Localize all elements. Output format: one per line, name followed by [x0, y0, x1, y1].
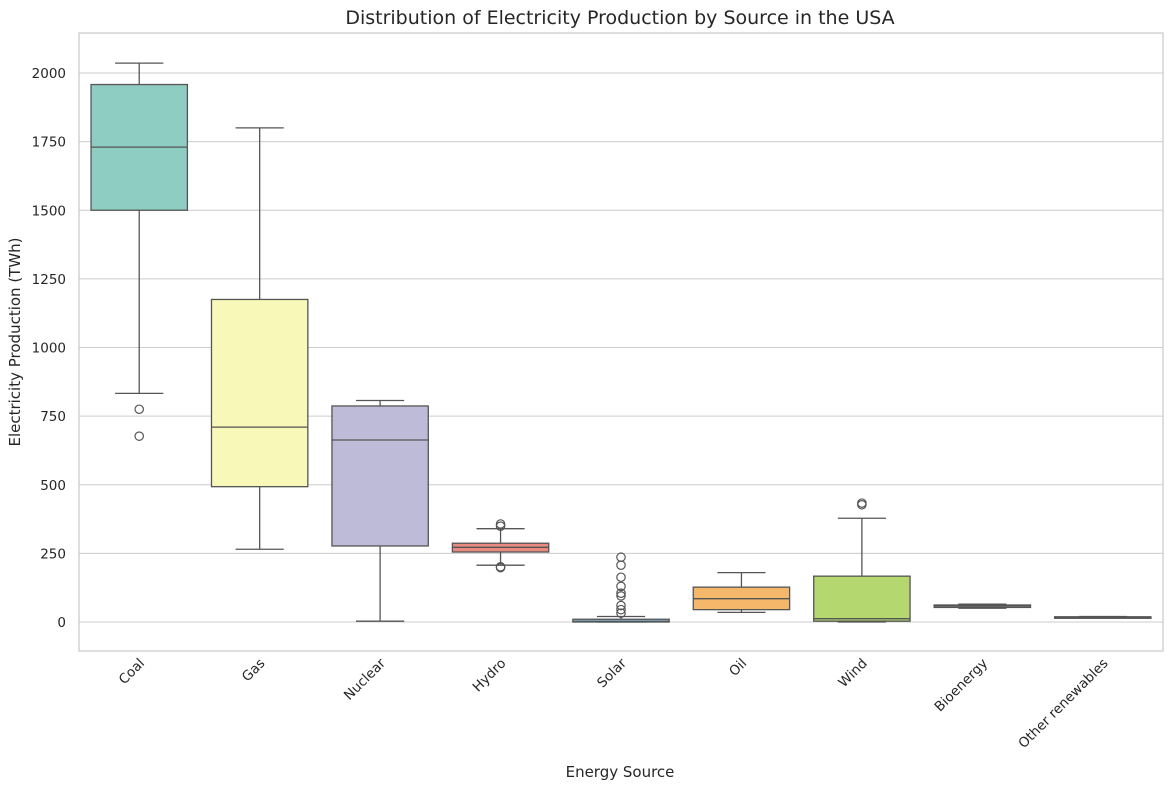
x-tick-label: Hydro — [470, 656, 510, 696]
x-tick-labels: Coal Gas Nuclear Hydro Solar Oil Wind Bioenergy… — [116, 655, 1112, 752]
plot-frame — [78, 32, 1164, 652]
x-tick-label: Coal — [116, 656, 148, 688]
box-other-renewables — [1053, 615, 1152, 619]
x-tick-label: Gas — [239, 656, 269, 686]
outlier-point — [134, 431, 145, 441]
y-tick-label: 500 — [40, 478, 66, 494]
outlier-point — [616, 581, 626, 592]
outlier-point — [616, 600, 626, 611]
y-tick-label: 1500 — [32, 203, 66, 219]
outlier-point — [616, 588, 626, 598]
outlier-point — [616, 552, 626, 563]
outlier-point — [857, 498, 867, 508]
x-axis-label: Energy Source — [566, 763, 675, 781]
outlier-point — [495, 562, 506, 573]
outlier-point — [616, 608, 626, 619]
box-coal — [90, 62, 189, 441]
y-tick-label: 1000 — [32, 341, 66, 357]
iqr-box — [813, 575, 911, 622]
box-nuclear — [331, 399, 429, 622]
y-tick-label: 0 — [57, 615, 66, 631]
iqr-box — [210, 298, 309, 488]
outlier-point — [616, 560, 626, 570]
box-bioenergy — [933, 603, 1032, 609]
y-tick-label: 2000 — [32, 66, 66, 82]
y-axis-label: Electricity Production (TWh) — [6, 237, 24, 446]
x-tick-label: Oil — [726, 656, 750, 680]
x-tick-label: Bioenergy — [932, 656, 992, 716]
outlier-point — [495, 519, 506, 529]
x-tick-label: Wind — [835, 656, 870, 691]
x-tick-label: Solar — [594, 655, 630, 691]
outlier-point — [616, 591, 626, 601]
y-tick-labels: 0 250 500 750 1000 1250 1500 1750 2000 — [32, 66, 66, 631]
outlier-point — [616, 572, 626, 583]
box-wind — [813, 498, 911, 623]
outlier-point — [616, 604, 626, 615]
chart-title: Distribution of Electricity Production b… — [345, 7, 894, 29]
box-gas — [210, 127, 309, 550]
y-tick-label: 1750 — [32, 135, 66, 151]
x-tick-label: Other renewables — [1015, 656, 1111, 752]
box-solar — [572, 552, 670, 623]
iqr-box — [331, 405, 429, 547]
outlier-point — [134, 404, 145, 415]
y-tick-label: 750 — [40, 409, 66, 425]
boxes-group — [90, 62, 1152, 623]
y-tick-label: 250 — [40, 546, 66, 562]
box-hydro — [451, 519, 550, 573]
x-tick-label: Nuclear — [341, 655, 389, 703]
y-tick-label: 1250 — [32, 272, 66, 288]
box-oil — [692, 571, 791, 614]
